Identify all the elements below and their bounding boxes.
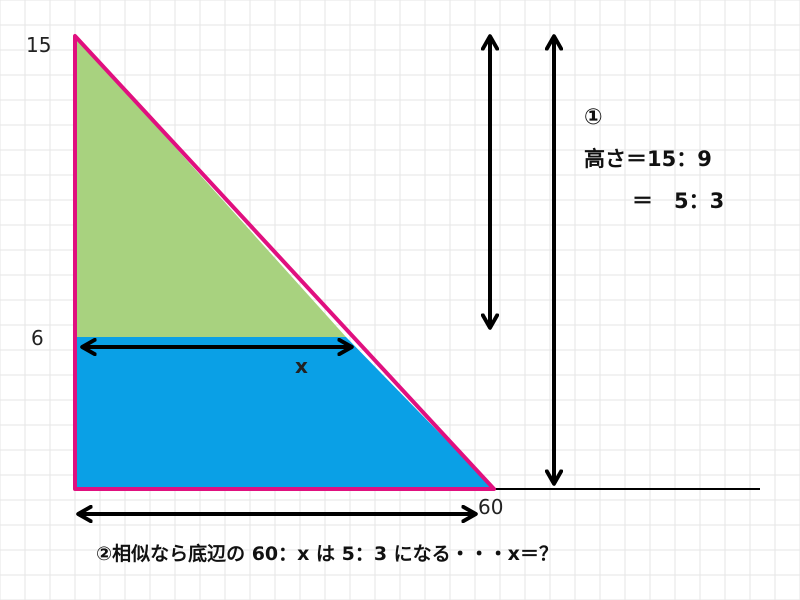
label-x: x: [295, 354, 308, 378]
note2-text: ②相似なら底辺の 60：x は 5：3 になる・・・x＝？: [96, 542, 558, 565]
label-60: 60: [478, 495, 503, 519]
note1-ratio-line1: 高さ＝15：9: [584, 147, 712, 171]
note1-ratio-line2: ＝ 5：3: [632, 189, 724, 213]
label-6: 6: [31, 326, 44, 350]
note1-marker: ①: [584, 105, 603, 130]
triangle-outline: [73, 34, 496, 491]
label-15: 15: [26, 33, 51, 57]
lower-trapezoid-region: [75, 337, 494, 489]
